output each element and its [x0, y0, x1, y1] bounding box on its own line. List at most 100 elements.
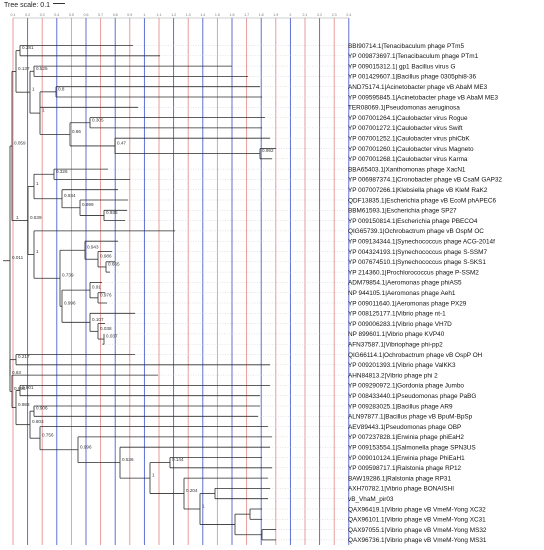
- taxon-label: BBM61593.1|Escherichia phage SP27: [348, 208, 457, 215]
- taxon-label: YP 009598717.1|Ralstonia phage RP12: [348, 465, 462, 472]
- support-value: 0.901: [22, 385, 34, 390]
- taxon-label: YP 009015312.1| gp1 Bacillus virus G: [348, 63, 455, 70]
- support-value: 0.144: [172, 457, 184, 462]
- scale-tick-label: 0.6: [84, 13, 89, 17]
- tree-branches: [3, 45, 345, 541]
- support-value: 0.756: [42, 433, 54, 438]
- scale-tick-label: 2.4: [346, 13, 351, 17]
- scale-tick-label: 1.8: [259, 13, 264, 17]
- taxon-label: QIG65739.1|Ochrobactrum phage vB OspM OC: [348, 228, 484, 235]
- taxon-label: AEV89443.1|Pseudomonas phage OBP: [348, 424, 461, 431]
- scale-tick-label: 1.4: [200, 13, 205, 17]
- taxon-label: YP 007007266.1|Klebsiella phage vB KleM …: [348, 187, 488, 194]
- support-value: 0.326: [56, 169, 68, 174]
- scale-tick-label: 0.5: [69, 13, 74, 17]
- taxon-label: YP 006987374.1|Cronobacter phage vB CsaM…: [348, 177, 502, 184]
- support-value: 0.8: [58, 86, 65, 91]
- taxon-label: AND75174.1|Acinetobacter phage vB AbaM M…: [348, 84, 488, 91]
- support-value: 0.038: [100, 326, 112, 331]
- taxon-label: YP 009010124.1|Erwinia phage PhiEaH1: [348, 455, 465, 462]
- taxon-label: QAX96736.1|Vibrio phage vB VmeM-Yong MS3…: [348, 537, 487, 544]
- taxon-label: AHN84813.2|Vibrio phage phi 2: [348, 372, 438, 379]
- support-value: 0.059: [14, 140, 26, 145]
- support-value: 0.996: [64, 301, 76, 306]
- scale-tick-label: 1: [143, 13, 145, 17]
- support-value: 0.63: [12, 370, 21, 375]
- taxon-label: YP 009011640.1|Aeromonas phage PX29: [348, 300, 467, 307]
- scale-bar: [53, 2, 66, 4]
- scale-tick-label: 0.1: [11, 13, 16, 17]
- support-values: 0.011 0.059 0.137 0.281 1 0.525 1 0.8 0.86 0.305 0…: [12, 45, 274, 508]
- scale-tick-label: 0.7: [98, 13, 103, 17]
- taxon-label: YP 009150814.1|Escherichia phage PBECO4: [348, 218, 478, 225]
- taxon-label: YP 007237828.1|Erwinia phage phiEaH2: [348, 434, 464, 441]
- support-value: 0.986: [100, 254, 112, 259]
- scale-tick-label: 1.7: [244, 13, 249, 17]
- support-value: 0.539: [30, 215, 42, 220]
- support-value: 0.934: [64, 193, 76, 198]
- scale-tick-label: 0.4: [54, 13, 59, 17]
- support-value: 0.525: [36, 66, 48, 71]
- scale-tick-label: 2.2: [317, 13, 322, 17]
- taxon-label: YP 214360.1|Prochlorococcus phage P-SSM2: [348, 269, 479, 276]
- scale-tick-label: 0.3: [40, 13, 45, 17]
- taxon-label: QDF13835.1|Escherichia phage vB EcoM phA…: [348, 197, 496, 204]
- taxon-label: YP 008125177.1|Vibrio phage nt-1: [348, 311, 446, 318]
- scale-tick-label: 1.6: [230, 13, 235, 17]
- scale-tick-label: 1.5: [215, 13, 220, 17]
- taxon-label: YP 004324193.1|Synechococcus phage S-SSM…: [348, 249, 487, 256]
- taxon-label: YP 007001268.1|Caulobacter virus Karma: [348, 156, 468, 163]
- scale-tick-label: 0.8: [113, 13, 118, 17]
- support-value: 0.217: [18, 354, 30, 359]
- taxon-label: YP 007001260.1|Caulobacter virus Magneto: [348, 146, 474, 153]
- support-value: 1: [36, 181, 39, 186]
- support-value: 0.91: [92, 285, 101, 290]
- taxon-label: YP 009873697.1|Tenacibaculum phage PTm1: [348, 53, 479, 60]
- support-value: 0.739: [62, 273, 74, 278]
- scale-ticks: 0.1 0.2 0.3 0.4 0.5 0.6 0.7 0.8 0.9 1 1.1 1.2 1.3 1.4…: [11, 13, 352, 17]
- support-value: 0.976: [100, 292, 112, 297]
- taxon-label: YP 009595845.1|Acinetobacter phage vB Ab…: [348, 94, 498, 101]
- support-value: 1: [42, 108, 45, 113]
- taxon-label: ADM79854.1|Aeromonas phage phiAS5: [348, 280, 462, 287]
- support-value: 1: [202, 504, 205, 509]
- taxon-label: YP 009290972.1|Gordonia phage Jumbo: [348, 383, 464, 390]
- taxon-label: QAX96419.1|Vibrio phage vB VmeM-Yong XC3…: [348, 506, 486, 513]
- support-value: 0.037: [106, 334, 118, 339]
- taxon-label: QIG66114.1|Ochrobactrum phage vB OspP OH: [348, 352, 483, 359]
- support-value: 0.665: [108, 261, 120, 266]
- support-value: 0.011: [12, 255, 24, 260]
- tree-scale-label: Tree scale: 0.1: [4, 2, 66, 9]
- taxon-label: YP 008433440.1|Pseudomonas phage PaBG: [348, 393, 476, 400]
- taxon-label: NP 944105.1|Aeromonas phage Aeh1: [348, 290, 456, 297]
- taxon-label: NP 899601.1|Vibrio phage KVP40: [348, 331, 445, 338]
- taxon-label: QAX97055.1|Vibrio phage vB VmeM-Yong MS3…: [348, 527, 487, 534]
- taxon-label: ALN97877.1|Bacillus phage vB BpuM-BpSp: [348, 414, 473, 421]
- taxon-label: YP 001429607.1|Bacillus phage 0305phi8-3…: [348, 74, 476, 81]
- taxon-label: AFN37587.1|Vibriophage phi-pp2: [348, 342, 443, 349]
- support-value: 1: [32, 87, 35, 92]
- taxon-label: BBA65403.1|Xanthomonas phage XacN1: [348, 166, 466, 173]
- taxon-label: BBI90714.1|Tenacibaculum phage PTm5: [348, 43, 464, 50]
- support-value: 0.204: [186, 488, 198, 493]
- support-value: 0.996: [80, 444, 92, 449]
- support-value: 0.305: [92, 117, 104, 122]
- taxon-label: YP 009201393.1|Vibrio phage ValKK3: [348, 362, 456, 369]
- support-value: 0.992: [262, 148, 274, 153]
- support-value: 0.536: [122, 457, 134, 462]
- taxon-label: AXH70782.1|Vibrio phage BONAISHI: [348, 486, 454, 493]
- support-value: 1: [16, 215, 19, 220]
- scale-tick-label: 1.3: [186, 13, 191, 17]
- taxon-label: YP 007001252.1|Caulobacter virus phiCbK: [348, 136, 470, 143]
- scale-tick-label: 1.9: [273, 13, 278, 17]
- support-value: 0.107: [92, 317, 104, 322]
- taxon-label: YP 009153554.1|Salmonella phage SPN3US: [348, 445, 476, 452]
- support-value: 0.137: [18, 66, 30, 71]
- taxon-label: vB_VhaM_pir03: [348, 496, 394, 503]
- scale-tick-label: 1.2: [171, 13, 176, 17]
- taxon-label: QAX96101.1|Vibrio phage vB VmeM-Yong XC3…: [348, 517, 486, 524]
- scale-tick-label: 2.1: [303, 13, 308, 17]
- scale-tick-label: 0.9: [127, 13, 132, 17]
- taxon-label: BAW19286.1|Ralstonia phage RP31: [348, 475, 451, 482]
